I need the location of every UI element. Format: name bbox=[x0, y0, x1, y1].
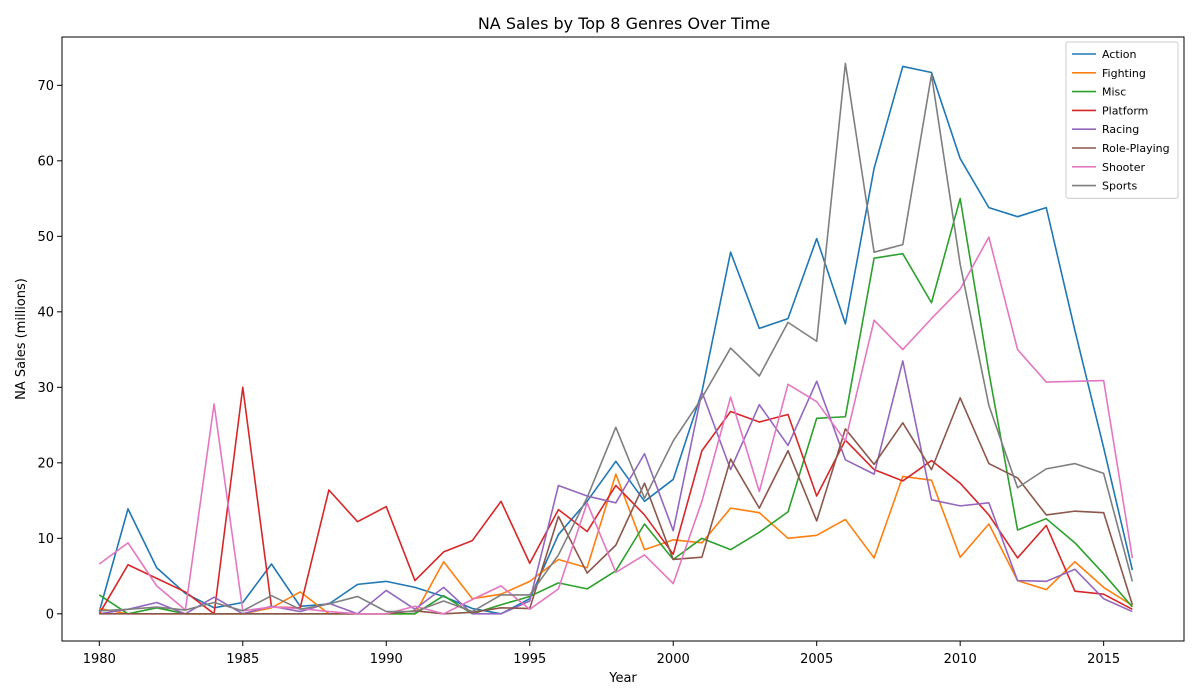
legend-label-sports: Sports bbox=[1102, 180, 1138, 193]
series-line-racing bbox=[99, 360, 1133, 615]
series-line-sports bbox=[99, 62, 1134, 613]
legend-box bbox=[1065, 41, 1179, 199]
y-tick-label: 50 bbox=[37, 230, 54, 245]
series-line-platform bbox=[98, 386, 1133, 615]
legend-label-action: Action bbox=[1102, 48, 1136, 61]
series-line-role-playing bbox=[99, 397, 1134, 615]
y-tick-label: 60 bbox=[37, 154, 54, 169]
legend-label-racing: Racing bbox=[1102, 123, 1139, 136]
legend-label-misc: Misc bbox=[1102, 86, 1126, 99]
x-tick-label: 1990 bbox=[370, 652, 403, 667]
series-lines bbox=[98, 62, 1134, 615]
x-tick-label: 1985 bbox=[226, 652, 259, 667]
legend-label-shooter: Shooter bbox=[1102, 161, 1145, 174]
y-axis-title: NA Sales (millions) bbox=[14, 278, 29, 400]
x-tick-label: 1995 bbox=[513, 652, 546, 667]
y-tick-label: 20 bbox=[37, 456, 54, 471]
y-tick-label: 0 bbox=[46, 607, 54, 622]
x-tick-label: 2015 bbox=[1087, 652, 1120, 667]
x-tick-label: 1980 bbox=[83, 652, 116, 667]
y-tick-label: 70 bbox=[37, 79, 54, 94]
series-line-misc bbox=[98, 197, 1133, 615]
y-axis: 0 10 20 30 40 50 60 70 bbox=[37, 79, 62, 622]
y-tick-label: 30 bbox=[37, 381, 54, 396]
series-line-action bbox=[98, 65, 1134, 615]
y-tick-label: 10 bbox=[37, 532, 54, 547]
plot-area bbox=[61, 36, 1185, 642]
x-axis-title: Year bbox=[608, 671, 637, 686]
x-tick-label: 2010 bbox=[944, 652, 977, 667]
legend-label-fighting: Fighting bbox=[1102, 67, 1146, 80]
x-axis: 1980 1985 1990 1995 2000 2005 2010 2015 bbox=[83, 641, 1120, 667]
legend-label-role-playing: Role-Playing bbox=[1102, 142, 1170, 155]
chart-title: NA Sales by Top 8 Genres Over Time bbox=[478, 14, 770, 33]
x-tick-label: 2000 bbox=[657, 652, 690, 667]
x-tick-label: 2005 bbox=[800, 652, 833, 667]
legend: Action Fighting Misc Platform Racing Role-Pla… bbox=[1065, 41, 1179, 199]
series-line-shooter bbox=[98, 236, 1134, 615]
y-tick-label: 40 bbox=[37, 305, 54, 320]
legend-label-platform: Platform bbox=[1102, 104, 1148, 117]
